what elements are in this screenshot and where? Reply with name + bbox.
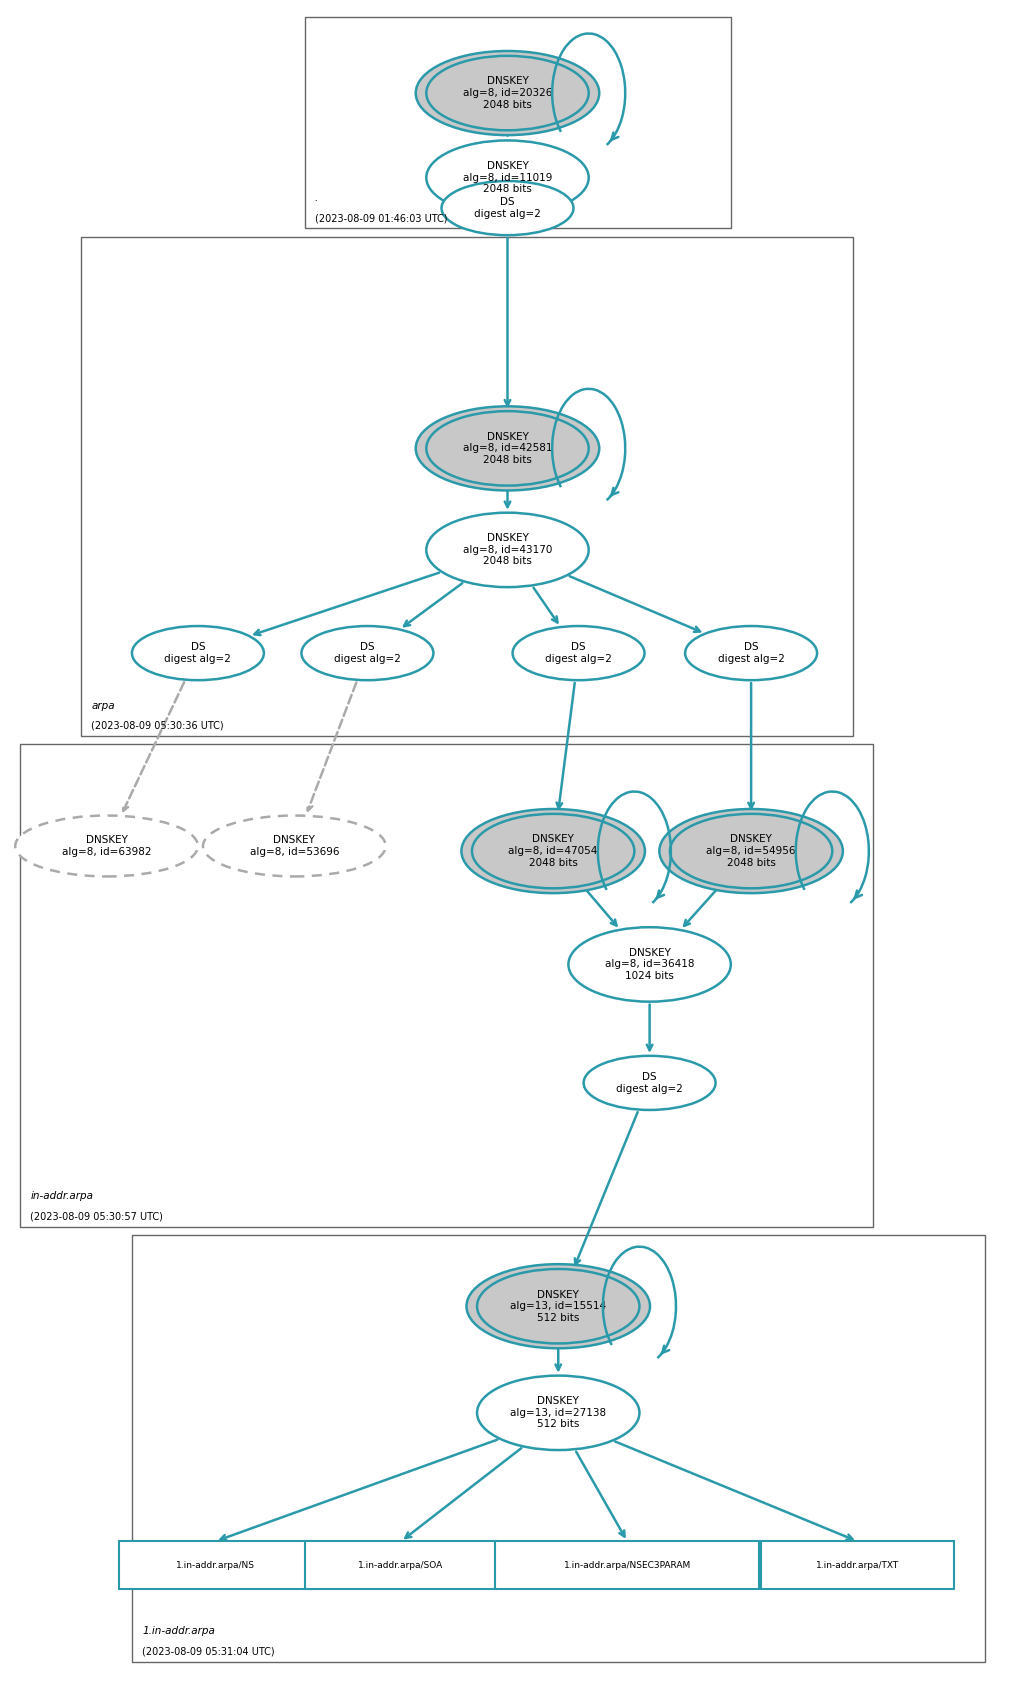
- Ellipse shape: [203, 816, 386, 876]
- FancyBboxPatch shape: [495, 1541, 759, 1589]
- Text: 1.in-addr.arpa/NS: 1.in-addr.arpa/NS: [176, 1560, 255, 1570]
- Text: DNSKEY
alg=8, id=11019
2048 bits: DNSKEY alg=8, id=11019 2048 bits: [463, 161, 552, 195]
- Ellipse shape: [670, 814, 832, 888]
- Text: DS
digest alg=2: DS digest alg=2: [718, 643, 785, 663]
- Ellipse shape: [513, 626, 645, 680]
- Text: DS
digest alg=2: DS digest alg=2: [545, 643, 612, 663]
- Bar: [20, 744, 873, 1227]
- Text: 1.in-addr.arpa/NSEC3PARAM: 1.in-addr.arpa/NSEC3PARAM: [563, 1560, 691, 1570]
- Bar: [304, 17, 731, 228]
- Text: 1.in-addr.arpa/SOA: 1.in-addr.arpa/SOA: [358, 1560, 444, 1570]
- Ellipse shape: [568, 927, 731, 1002]
- Text: DNSKEY
alg=8, id=42581
2048 bits: DNSKEY alg=8, id=42581 2048 bits: [463, 431, 552, 465]
- Text: DNSKEY
alg=8, id=54956
2048 bits: DNSKEY alg=8, id=54956 2048 bits: [706, 834, 796, 868]
- Text: (2023-08-09 01:46:03 UTC): (2023-08-09 01:46:03 UTC): [315, 213, 448, 223]
- Text: (2023-08-09 05:30:36 UTC): (2023-08-09 05:30:36 UTC): [91, 721, 224, 731]
- Text: DNSKEY
alg=8, id=47054
2048 bits: DNSKEY alg=8, id=47054 2048 bits: [509, 834, 598, 868]
- Ellipse shape: [660, 809, 842, 893]
- FancyBboxPatch shape: [119, 1541, 312, 1589]
- Text: DNSKEY
alg=8, id=36418
1024 bits: DNSKEY alg=8, id=36418 1024 bits: [605, 948, 694, 981]
- Text: 1.in-addr.arpa/TXT: 1.in-addr.arpa/TXT: [816, 1560, 899, 1570]
- Ellipse shape: [584, 1056, 716, 1110]
- Bar: [81, 237, 853, 736]
- Text: (2023-08-09 05:31:04 UTC): (2023-08-09 05:31:04 UTC): [142, 1646, 275, 1656]
- FancyBboxPatch shape: [304, 1541, 497, 1589]
- Text: DS
digest alg=2: DS digest alg=2: [164, 643, 231, 663]
- FancyBboxPatch shape: [761, 1541, 954, 1589]
- Ellipse shape: [477, 1269, 639, 1343]
- Text: DNSKEY
alg=13, id=15514
512 bits: DNSKEY alg=13, id=15514 512 bits: [511, 1289, 606, 1323]
- Text: .: .: [315, 193, 318, 203]
- Text: arpa: arpa: [91, 700, 115, 711]
- Text: DNSKEY
alg=8, id=43170
2048 bits: DNSKEY alg=8, id=43170 2048 bits: [463, 533, 552, 567]
- Text: DNSKEY
alg=8, id=53696: DNSKEY alg=8, id=53696: [250, 836, 339, 856]
- Text: DNSKEY
alg=8, id=20326
2048 bits: DNSKEY alg=8, id=20326 2048 bits: [463, 76, 552, 110]
- Text: (2023-08-09 05:30:57 UTC): (2023-08-09 05:30:57 UTC): [30, 1211, 163, 1222]
- Text: in-addr.arpa: in-addr.arpa: [30, 1191, 93, 1201]
- Ellipse shape: [442, 181, 573, 235]
- Ellipse shape: [301, 626, 433, 680]
- Ellipse shape: [477, 1376, 639, 1450]
- Ellipse shape: [467, 1264, 650, 1349]
- Ellipse shape: [416, 51, 599, 135]
- Bar: [132, 1235, 985, 1662]
- Text: DS
digest alg=2: DS digest alg=2: [334, 643, 401, 663]
- Ellipse shape: [132, 626, 264, 680]
- Text: DS
digest alg=2: DS digest alg=2: [616, 1073, 683, 1093]
- Ellipse shape: [15, 816, 198, 876]
- Ellipse shape: [426, 411, 589, 486]
- Ellipse shape: [426, 140, 589, 215]
- Ellipse shape: [426, 56, 589, 130]
- Ellipse shape: [685, 626, 817, 680]
- Text: 1.in-addr.arpa: 1.in-addr.arpa: [142, 1626, 215, 1636]
- Text: DNSKEY
alg=8, id=63982: DNSKEY alg=8, id=63982: [62, 836, 151, 856]
- Ellipse shape: [472, 814, 634, 888]
- Text: DS
digest alg=2: DS digest alg=2: [474, 198, 541, 218]
- Ellipse shape: [416, 406, 599, 491]
- Ellipse shape: [426, 513, 589, 587]
- Text: DNSKEY
alg=13, id=27138
512 bits: DNSKEY alg=13, id=27138 512 bits: [511, 1396, 606, 1430]
- Ellipse shape: [462, 809, 645, 893]
